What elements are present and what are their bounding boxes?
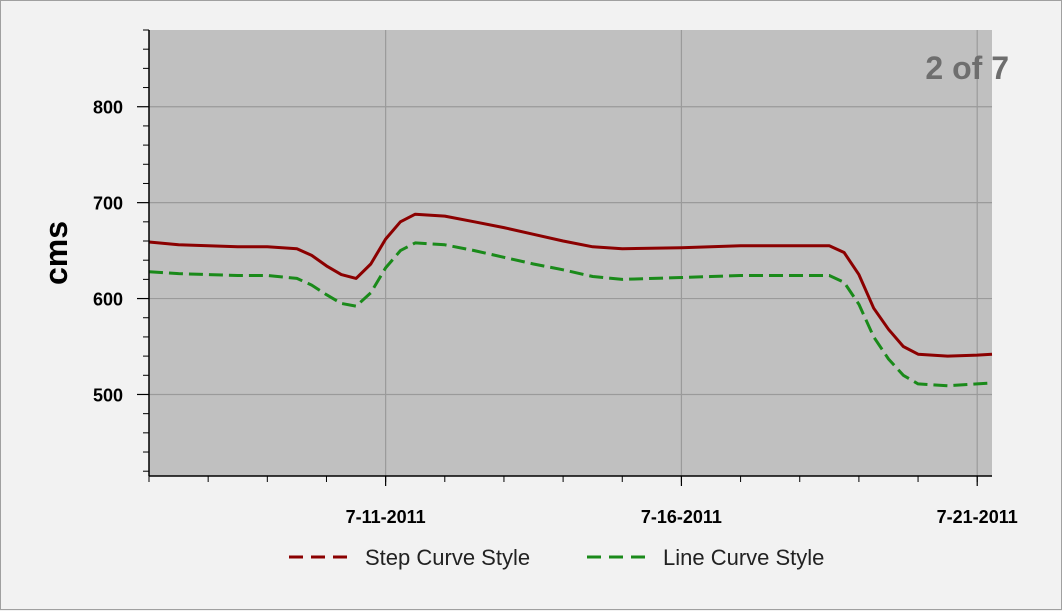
series-line-step-curve — [148, 212, 993, 358]
grid-lines — [149, 30, 992, 476]
tick-labels: 500 600 700 800 7-11-2011 7-16-2011 7-21-2011 — [93, 98, 1018, 527]
y-tick-label-600: 600 — [93, 290, 123, 310]
series-line-line-curve — [148, 241, 993, 388]
x-tick-label-1: 7-16-2011 — [641, 507, 722, 527]
page-indicator: 2 of 7 — [925, 50, 1009, 86]
series-layer — [148, 212, 993, 388]
x-tick-label-0: 7-11-2011 — [346, 507, 426, 527]
y-tick-label-500: 500 — [93, 385, 123, 405]
axes — [137, 29, 992, 486]
y-tick-label-700: 700 — [93, 194, 123, 214]
plot-area — [149, 30, 992, 476]
y-tick-label-800: 800 — [93, 98, 123, 118]
legend-label-0: Step Curve Style — [365, 545, 530, 570]
legend: Step Curve Style Line Curve Style — [289, 545, 824, 570]
x-tick-label-2: 7-21-2011 — [937, 507, 1018, 527]
y-axis-title: cms — [38, 221, 74, 285]
legend-label-1: Line Curve Style — [663, 545, 824, 570]
